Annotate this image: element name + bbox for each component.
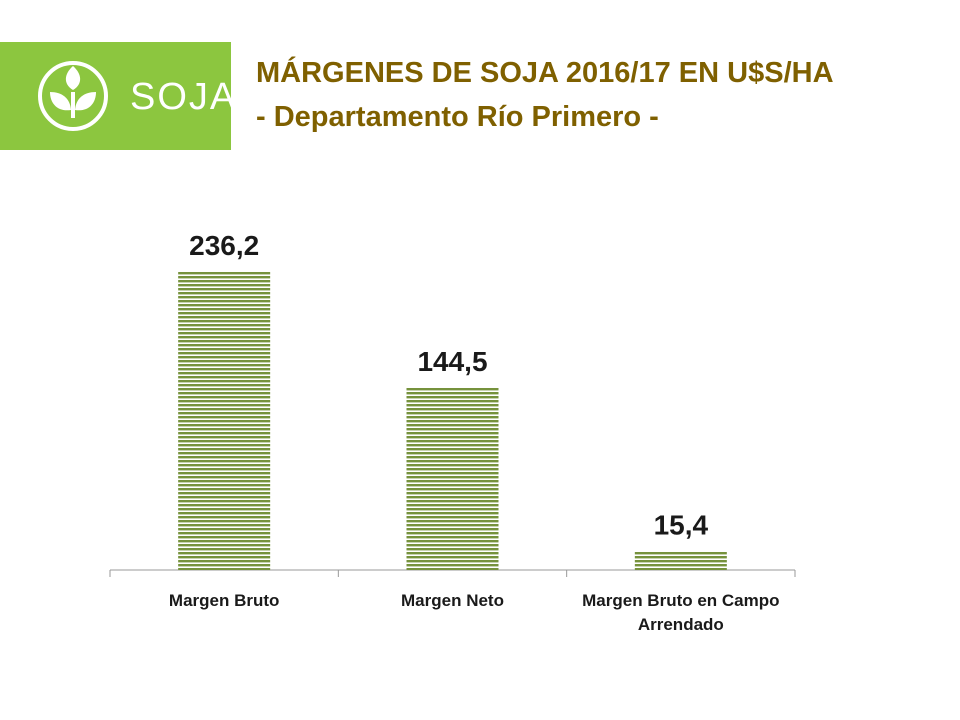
logo-icon — [38, 61, 108, 131]
data-label: 236,2 — [189, 230, 259, 261]
data-label: 144,5 — [417, 346, 487, 377]
x-tick-label: Margen Bruto — [168, 591, 280, 610]
chart-subtitle: - Departamento Río Primero - — [256, 101, 659, 133]
data-label: 15,4 — [654, 510, 709, 541]
bar — [406, 387, 499, 570]
x-tick-label: Margen Bruto en Campo Arrendado — [582, 591, 780, 634]
chart-title: MÁRGENES DE SOJA 2016/17 EN U$S/HA — [256, 55, 834, 89]
logo-text: SOJA — [130, 76, 237, 118]
x-tick-label: Margen Neto — [401, 591, 504, 610]
bar — [634, 550, 727, 570]
bar — [178, 271, 271, 570]
